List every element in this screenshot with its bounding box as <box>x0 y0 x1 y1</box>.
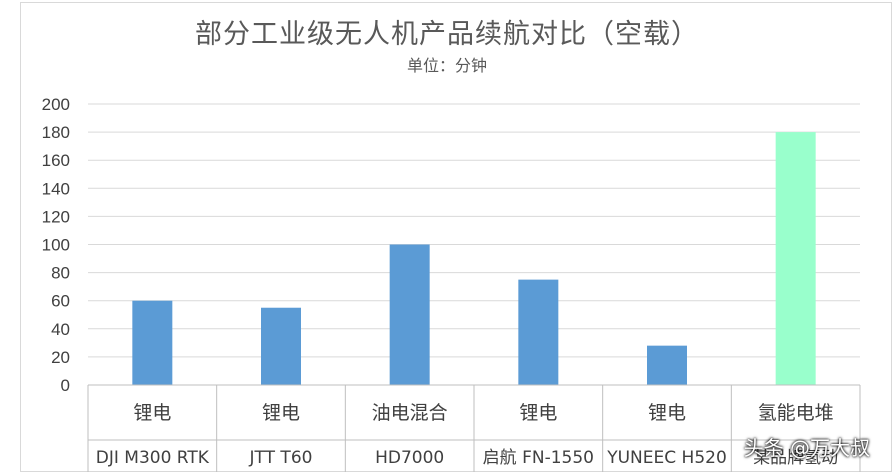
category-name-label: JTT T60 <box>249 448 313 468</box>
y-tick-label: 20 <box>51 348 70 367</box>
bar <box>261 307 301 385</box>
bar <box>132 300 173 385</box>
bar <box>647 345 687 385</box>
y-tick-label: 100 <box>42 236 70 255</box>
category-group-label: 锂电 <box>648 402 686 424</box>
y-tick-label: 60 <box>51 292 70 311</box>
category-group-label: 油电混合 <box>372 402 448 424</box>
category-group-label: 锂电 <box>519 402 557 424</box>
bar <box>518 279 559 385</box>
category-name-label: 某品牌氢动 <box>753 448 838 468</box>
bar <box>389 244 430 385</box>
chart-subtitle: 单位：分钟 <box>406 56 487 75</box>
category-group-label: 氢能电堆 <box>758 402 834 424</box>
chart-title: 部分工业级无人机产品续航对比（空载） <box>195 19 699 50</box>
y-tick-label: 120 <box>42 207 70 226</box>
chart-frame <box>20 2 892 472</box>
y-tick-label: 0 <box>61 376 70 395</box>
category-group-label: 锂电 <box>133 402 171 424</box>
y-tick-label: 200 <box>42 95 70 114</box>
category-name-label: HD7000 <box>375 448 444 468</box>
category-name-label: YUNEEC H520 <box>606 448 727 468</box>
category-name-label: DJI M300 RTK <box>96 448 210 468</box>
y-tick-label: 40 <box>51 320 70 339</box>
y-tick-label: 80 <box>51 264 70 283</box>
bar <box>775 132 816 385</box>
y-tick-label: 140 <box>42 179 70 198</box>
category-group-label: 锂电 <box>262 402 300 424</box>
y-tick-label: 180 <box>42 123 70 142</box>
watermark: 头条 @万大叔 <box>743 436 870 460</box>
y-tick-label: 160 <box>42 151 70 170</box>
category-name-label: 启航 FN-1550 <box>483 448 594 468</box>
